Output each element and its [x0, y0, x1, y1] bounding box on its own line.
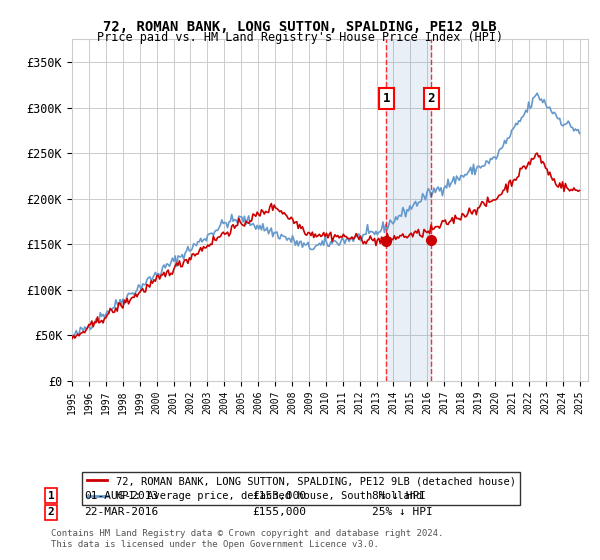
Legend: 72, ROMAN BANK, LONG SUTTON, SPALDING, PE12 9LB (detached house), HPI: Average p: 72, ROMAN BANK, LONG SUTTON, SPALDING, P…: [82, 472, 520, 505]
Text: Contains HM Land Registry data © Crown copyright and database right 2024.
This d: Contains HM Land Registry data © Crown c…: [51, 529, 443, 549]
Text: 72, ROMAN BANK, LONG SUTTON, SPALDING, PE12 9LB: 72, ROMAN BANK, LONG SUTTON, SPALDING, P…: [103, 20, 497, 34]
Text: 8% ↓ HPI: 8% ↓ HPI: [372, 491, 426, 501]
Text: £153,000: £153,000: [252, 491, 306, 501]
Bar: [386, 39, 431, 381]
Text: 2: 2: [47, 507, 55, 517]
Text: 22-MAR-2016: 22-MAR-2016: [84, 507, 158, 517]
Text: 25% ↓ HPI: 25% ↓ HPI: [372, 507, 433, 517]
Text: Price paid vs. HM Land Registry's House Price Index (HPI): Price paid vs. HM Land Registry's House …: [97, 31, 503, 44]
Text: 1: 1: [47, 491, 55, 501]
Text: 01-AUG-2013: 01-AUG-2013: [84, 491, 158, 501]
Text: £155,000: £155,000: [252, 507, 306, 517]
Text: 1: 1: [383, 92, 390, 105]
Text: 2: 2: [427, 92, 435, 105]
